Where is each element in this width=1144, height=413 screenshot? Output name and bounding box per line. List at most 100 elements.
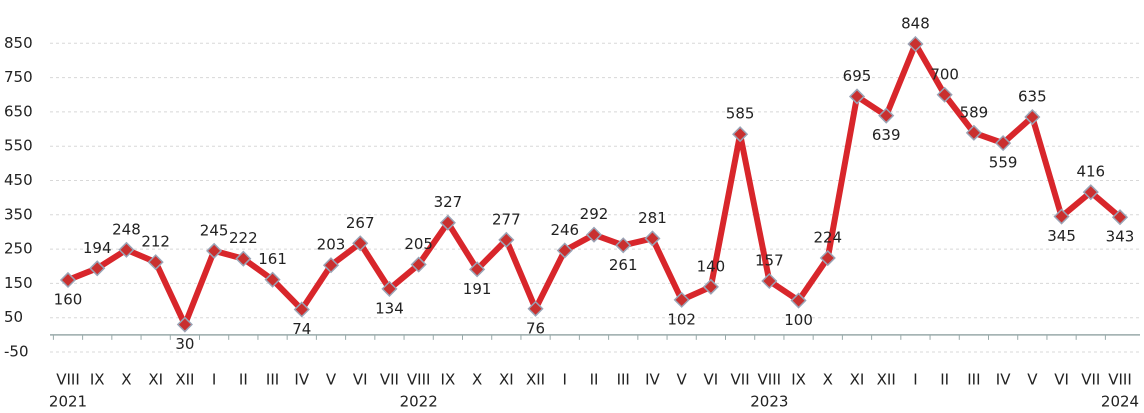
- data-point: [439, 214, 456, 231]
- data-label: 194: [83, 239, 112, 257]
- data-label: 261: [609, 256, 638, 274]
- data-point: [206, 242, 223, 259]
- data-label: 224: [813, 229, 842, 247]
- data-label: 134: [375, 299, 404, 317]
- data-point: [1111, 209, 1129, 226]
- data-label: 30: [175, 335, 194, 353]
- data-label: 76: [526, 319, 545, 337]
- x-tick-label: IV: [645, 371, 660, 389]
- data-label: 74: [292, 320, 311, 338]
- x-tick-label: I: [913, 371, 917, 389]
- data-point: [352, 235, 369, 252]
- data-point: [761, 272, 778, 290]
- data-point: [790, 292, 807, 309]
- data-point: [264, 271, 281, 288]
- data-label: 157: [755, 251, 784, 269]
- x-tick-label: VI: [1054, 371, 1069, 389]
- data-point: [1053, 208, 1070, 225]
- y-tick-label: -50: [4, 343, 29, 361]
- data-point: [848, 88, 866, 105]
- x-tick-label: II: [590, 371, 599, 389]
- data-point: [118, 241, 135, 258]
- x-tick-label: IV: [996, 371, 1011, 389]
- data-point: [410, 256, 427, 273]
- data-label: 848: [901, 14, 930, 32]
- data-label: 695: [843, 67, 872, 85]
- data-label: 281: [638, 209, 667, 227]
- data-label: 246: [550, 221, 579, 239]
- data-label: 191: [463, 280, 492, 298]
- data-label: 222: [229, 229, 258, 247]
- data-label: 635: [1018, 88, 1047, 106]
- x-tick-label: X: [121, 371, 131, 389]
- y-tick-label: 350: [4, 205, 33, 223]
- x-tick-label: II: [940, 371, 949, 389]
- data-point: [615, 237, 632, 254]
- data-label: 267: [346, 214, 375, 232]
- x-tick-label: VII: [731, 371, 750, 389]
- x-tick-label: V: [1027, 371, 1038, 389]
- year-label: 2023: [750, 393, 788, 410]
- year-label: 2021: [49, 393, 87, 410]
- x-tick-label: XI: [148, 371, 163, 389]
- data-point: [469, 261, 486, 278]
- x-tick-label: VII: [380, 371, 399, 389]
- data-point: [527, 300, 544, 317]
- data-label: 102: [667, 310, 696, 328]
- x-tick-label: IX: [90, 371, 105, 389]
- data-point: [293, 301, 310, 318]
- x-tick-label: X: [823, 371, 833, 389]
- x-tick-label: VI: [353, 371, 368, 389]
- x-tick-label: VI: [704, 371, 719, 389]
- data-point: [322, 257, 340, 274]
- data-line: [66, 40, 1122, 328]
- y-tick-label: 650: [4, 102, 33, 120]
- x-tick-label: I: [563, 371, 567, 389]
- x-tick-label: X: [472, 371, 482, 389]
- x-tick-label: VIII: [1108, 371, 1132, 389]
- data-label: 416: [1076, 163, 1105, 181]
- x-tick-label: VIII: [407, 371, 431, 389]
- data-point: [995, 135, 1012, 152]
- data-point: [585, 226, 603, 243]
- data-label: 161: [258, 250, 287, 268]
- data-label: 639: [872, 126, 901, 144]
- data-label: 277: [492, 210, 521, 228]
- data-point: [936, 86, 953, 103]
- data-label: 559: [989, 154, 1018, 172]
- y-tick-label: 850: [4, 34, 33, 52]
- data-point: [1024, 108, 1041, 126]
- y-tick-label: 750: [4, 68, 33, 86]
- data-label: 343: [1106, 228, 1135, 246]
- data-label: 700: [930, 65, 959, 83]
- data-label: 245: [200, 221, 229, 239]
- data-point: [1082, 184, 1099, 201]
- data-label: 589: [960, 103, 989, 121]
- data-point: [498, 231, 515, 248]
- data-point: [89, 260, 106, 277]
- x-tick-label: V: [677, 371, 688, 389]
- data-label: 292: [580, 205, 609, 223]
- data-point: [819, 249, 836, 267]
- data-point: [381, 280, 398, 297]
- y-tick-label: 550: [4, 137, 33, 155]
- x-tick-label: II: [239, 371, 248, 389]
- x-tick-label: IV: [294, 371, 309, 389]
- x-tick-label: VIII: [56, 371, 80, 389]
- data-point: [878, 107, 895, 124]
- data-point: [673, 291, 690, 308]
- data-label: 203: [317, 236, 346, 254]
- data-point: [907, 35, 924, 53]
- data-point: [235, 250, 252, 267]
- y-tick-label: 250: [4, 240, 33, 258]
- data-point: [644, 230, 661, 247]
- data-point: [59, 271, 77, 289]
- x-tick-label: VII: [1081, 371, 1100, 389]
- x-tick-label: III: [266, 371, 279, 389]
- data-point: [176, 316, 193, 333]
- x-tick-label: XI: [499, 371, 514, 389]
- y-tick-label: 150: [4, 274, 33, 292]
- data-point: [556, 242, 573, 259]
- data-label: 205: [404, 235, 433, 253]
- year-label: 2022: [400, 393, 438, 410]
